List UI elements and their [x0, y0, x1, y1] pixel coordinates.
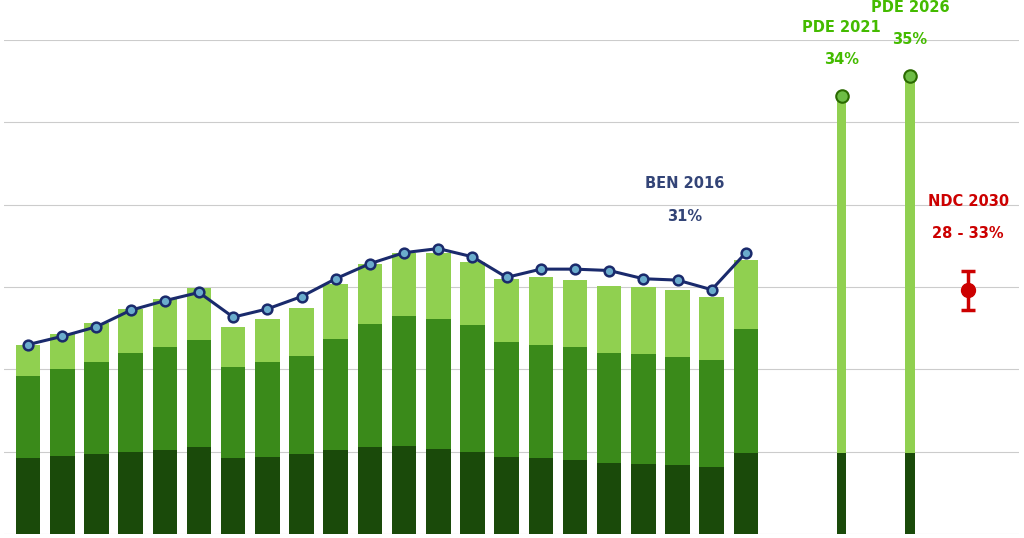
Bar — [495, 342, 519, 457]
Bar — [221, 327, 246, 366]
Bar — [255, 457, 280, 534]
Text: 28 - 33%: 28 - 33% — [932, 226, 1004, 242]
Bar — [255, 318, 280, 363]
Text: 35%: 35% — [892, 32, 928, 47]
Bar — [15, 344, 40, 376]
Text: 31%: 31% — [667, 209, 701, 224]
Bar — [15, 458, 40, 534]
Bar — [733, 453, 758, 534]
Bar — [426, 253, 451, 318]
Text: 34%: 34% — [824, 52, 859, 67]
Bar — [15, 376, 40, 458]
Bar — [837, 96, 847, 453]
Bar — [837, 453, 847, 534]
Bar — [153, 299, 177, 348]
Bar — [119, 451, 143, 534]
Bar — [289, 356, 313, 454]
Bar — [221, 366, 246, 458]
Bar — [528, 458, 553, 534]
Bar — [357, 264, 382, 324]
Bar — [666, 465, 690, 534]
Bar — [460, 263, 484, 325]
Bar — [289, 454, 313, 534]
Bar — [324, 339, 348, 450]
Bar — [905, 453, 914, 534]
Bar — [733, 259, 758, 329]
Bar — [597, 463, 622, 534]
Bar — [460, 451, 484, 534]
Bar — [50, 456, 75, 534]
Bar — [631, 464, 655, 534]
Bar — [597, 286, 622, 353]
Bar — [255, 363, 280, 457]
Text: NDC 2030: NDC 2030 — [928, 194, 1009, 209]
Bar — [324, 450, 348, 534]
Bar — [699, 296, 724, 360]
Bar — [528, 344, 553, 458]
Bar — [528, 278, 553, 344]
Bar — [153, 348, 177, 450]
Text: PDE 2026: PDE 2026 — [870, 0, 949, 15]
Bar — [392, 253, 417, 316]
Bar — [563, 460, 588, 534]
Bar — [495, 457, 519, 534]
Text: PDE 2021: PDE 2021 — [802, 20, 881, 35]
Bar — [119, 353, 143, 451]
Bar — [357, 324, 382, 448]
Bar — [84, 363, 109, 454]
Bar — [460, 325, 484, 451]
Bar — [50, 369, 75, 456]
Bar — [324, 284, 348, 339]
Bar — [426, 449, 451, 534]
Bar — [905, 76, 914, 453]
Text: BEN 2016: BEN 2016 — [645, 176, 724, 192]
Bar — [631, 354, 655, 464]
Bar — [186, 448, 211, 534]
Bar — [666, 357, 690, 465]
Bar — [221, 458, 246, 534]
Bar — [119, 309, 143, 353]
Bar — [563, 348, 588, 460]
Bar — [392, 316, 417, 446]
Bar — [357, 448, 382, 534]
Bar — [495, 279, 519, 342]
Bar — [699, 466, 724, 534]
Bar — [631, 287, 655, 354]
Bar — [666, 289, 690, 357]
Bar — [186, 288, 211, 341]
Bar — [563, 280, 588, 348]
Bar — [289, 308, 313, 356]
Bar — [186, 341, 211, 448]
Bar — [426, 318, 451, 449]
Bar — [597, 353, 622, 463]
Bar — [733, 329, 758, 453]
Bar — [84, 454, 109, 534]
Bar — [50, 334, 75, 369]
Bar — [699, 360, 724, 466]
Bar — [392, 446, 417, 534]
Bar — [84, 323, 109, 363]
Bar — [153, 450, 177, 534]
